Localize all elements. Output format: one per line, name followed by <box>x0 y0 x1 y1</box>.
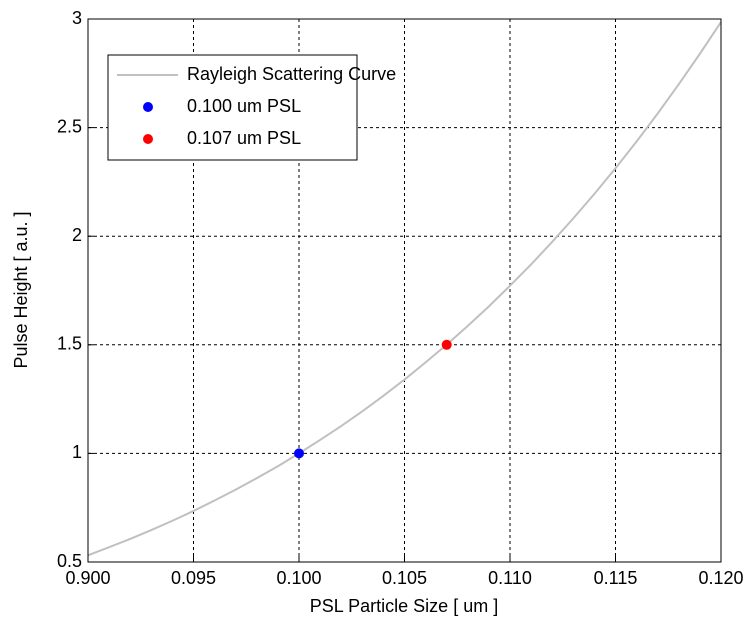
legend-label: Rayleigh Scattering Curve <box>187 64 396 84</box>
x-tick-label: 0.095 <box>171 568 216 588</box>
x-tick-label: 0.120 <box>698 568 743 588</box>
x-axis-label: PSL Particle Size [ um ] <box>310 596 498 616</box>
legend-swatch <box>143 134 153 144</box>
legend-label: 0.107 um PSL <box>187 128 301 148</box>
y-tick-label: 1.5 <box>57 334 82 354</box>
y-tick-label: 0.5 <box>57 551 82 571</box>
x-tick-label: 0.900 <box>65 568 110 588</box>
y-axis-label: Pulse Height [ a.u. ] <box>11 211 31 368</box>
x-tick-label: 0.105 <box>382 568 427 588</box>
data-point <box>441 339 452 350</box>
legend-swatch <box>143 102 153 112</box>
series-line <box>87 21 722 557</box>
x-tick-label: 0.115 <box>594 568 638 588</box>
legend-label: 0.100 um PSL <box>187 96 301 116</box>
x-tick-label: 0.100 <box>276 568 321 588</box>
y-tick-label: 2 <box>72 225 82 245</box>
y-tick-label: 3 <box>72 8 82 28</box>
data-point <box>294 448 304 459</box>
y-tick-label: 2.5 <box>57 116 82 136</box>
plot-frame <box>87 18 722 563</box>
y-tick-label: 1 <box>72 442 82 462</box>
x-tick-label: 0.110 <box>488 568 532 588</box>
legend: Rayleigh Scattering Curve 0.100 um PSL 0.1… <box>107 54 396 161</box>
